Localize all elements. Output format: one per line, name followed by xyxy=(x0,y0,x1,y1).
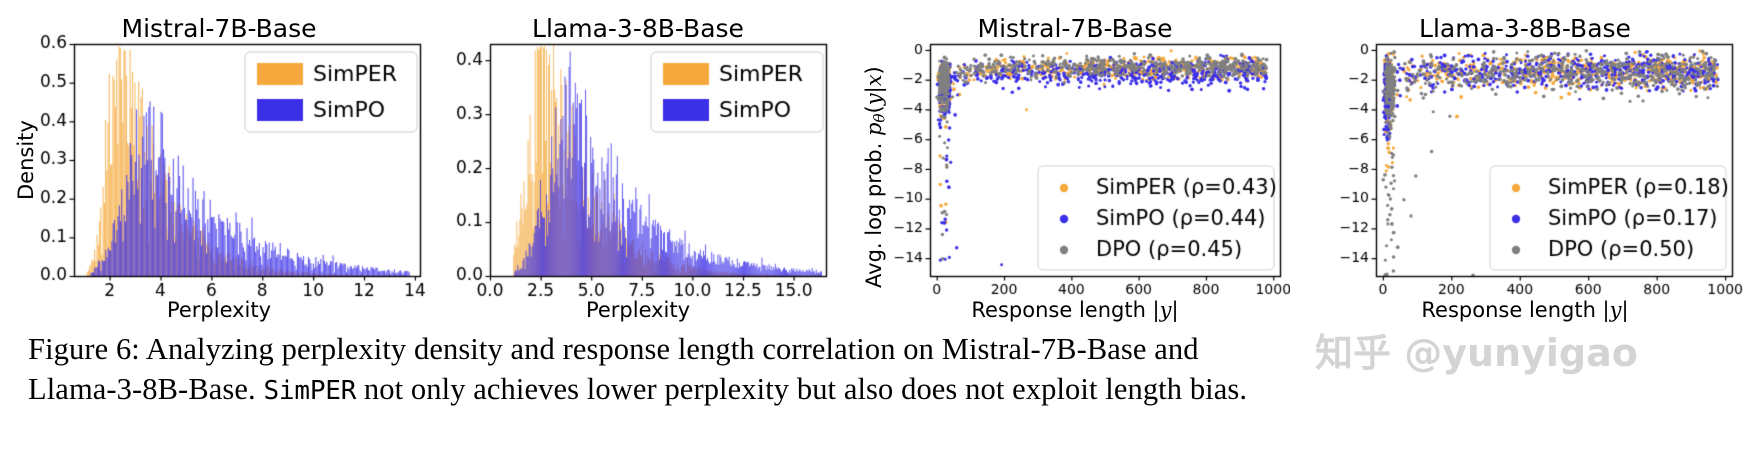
panel-mistral-length: Mistral-7B-Base Response length |y| Avg.… xyxy=(838,0,1290,330)
caption-simper-mono: SimPER xyxy=(263,375,357,406)
caption-prefix: Figure 6: xyxy=(28,332,140,366)
caption-line1: Analyzing perplexity density and respons… xyxy=(139,332,1199,366)
panel3-title: Mistral-7B-Base xyxy=(977,14,1173,43)
panel-llama-length: Llama-3-8B-Base Response length |y| xyxy=(1290,0,1746,330)
panel3-xaxis-label: Response length |y| xyxy=(971,298,1179,322)
caption-line2-a: Llama-3-8B-Base. xyxy=(28,371,264,406)
panel-llama-perplexity: Llama-3-8B-Base Perplexity xyxy=(438,0,838,330)
panel2-title: Llama-3-8B-Base xyxy=(532,14,744,43)
panel-mistral-length-canvas xyxy=(838,0,1290,330)
panel-mistral-perplexity: Mistral-7B-Base Perplexity Density xyxy=(0,0,438,330)
panel1-xaxis-label: Perplexity xyxy=(166,298,272,322)
caption-line2-b: not only achieves lower perplexity but a… xyxy=(356,371,1248,406)
panel3-yaxis-label: Avg. log prob. pθ(y|x) xyxy=(862,66,889,288)
figure-caption: Figure 6: Analyzing perplexity density a… xyxy=(28,330,1728,409)
panel1-title: Mistral-7B-Base xyxy=(121,14,317,43)
panel4-title: Llama-3-8B-Base xyxy=(1419,14,1631,43)
panels-row: Mistral-7B-Base Perplexity Density Llama… xyxy=(0,0,1746,330)
panel-llama-perplexity-canvas xyxy=(438,0,838,330)
panel-llama-length-canvas xyxy=(1290,0,1746,330)
panel4-xaxis-label: Response length |y| xyxy=(1421,298,1629,322)
panel1-yaxis-label: Density xyxy=(14,120,38,200)
panel2-xaxis-label: Perplexity xyxy=(585,298,691,322)
panel-mistral-perplexity-canvas xyxy=(0,0,438,330)
